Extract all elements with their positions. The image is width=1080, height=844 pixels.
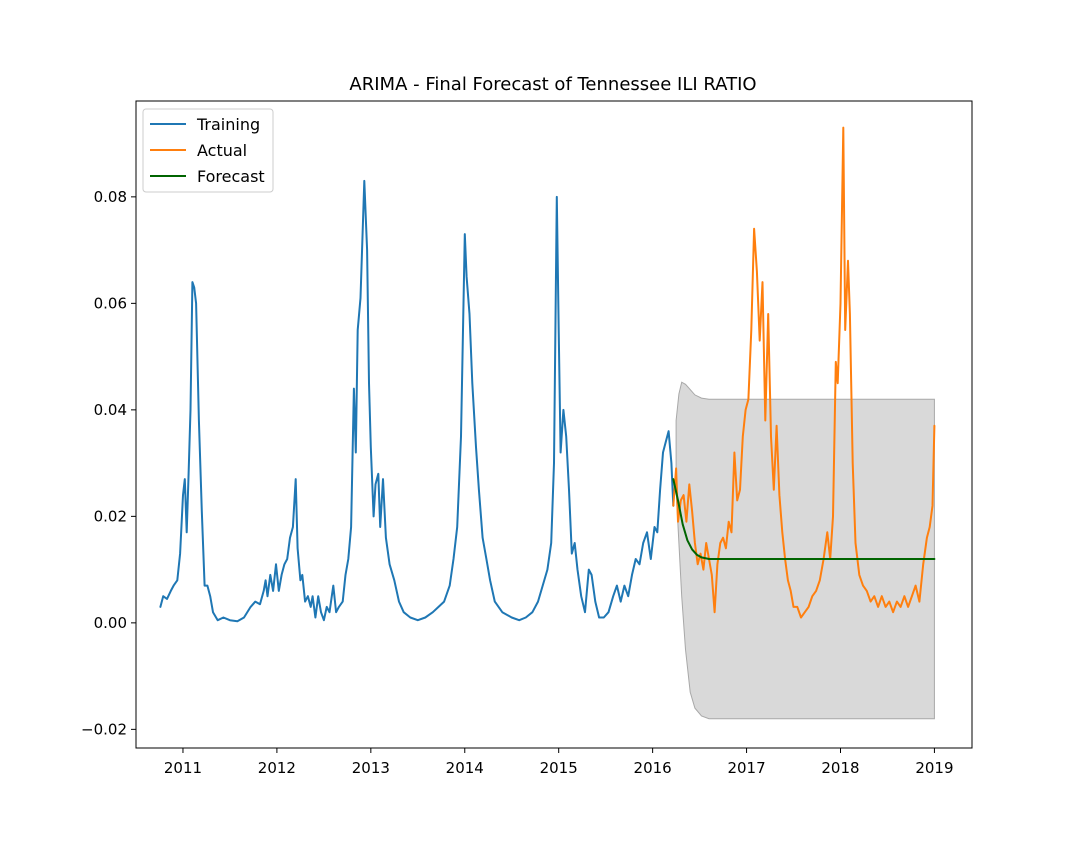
chart-title: ARIMA - Final Forecast of Tennessee ILI …	[349, 74, 756, 95]
y-axis: −0.02 0.00 0.02 0.04 0.06 0.08	[81, 188, 136, 738]
x-tick-label: 2016	[634, 759, 672, 777]
x-tick-label: 2018	[821, 759, 859, 777]
y-tick-label: 0.02	[94, 507, 127, 525]
confidence-band-layer	[675, 381, 935, 720]
y-tick-label: 0.06	[94, 294, 127, 312]
y-tick-label: 0.08	[94, 188, 127, 206]
forecast-line	[672, 478, 936, 560]
x-tick-label: 2012	[258, 759, 296, 777]
x-tick-label: 2011	[164, 759, 202, 777]
legend: Training Actual Forecast	[142, 108, 274, 193]
x-tick-label: 2017	[727, 759, 765, 777]
x-tick-label: 2013	[352, 759, 390, 777]
legend-actual-label: Actual	[197, 141, 247, 160]
y-tick-label: 0.00	[94, 614, 127, 632]
plot-area-frame	[135, 100, 973, 749]
x-tick-label: 2015	[540, 759, 578, 777]
legend-box	[142, 108, 274, 193]
y-tick-label: 0.04	[94, 401, 127, 419]
legend-training-label: Training	[196, 115, 260, 134]
actual-line	[672, 126, 936, 619]
series-layer	[159, 126, 936, 623]
forecast-confidence-band	[675, 381, 935, 720]
x-axis: 2011 2012 2013 2014 2015 2016 2017 2018 2019	[164, 748, 954, 777]
legend-forecast-label: Forecast	[197, 167, 265, 186]
x-tick-label: 2019	[915, 759, 953, 777]
y-tick-label: −0.02	[81, 720, 127, 738]
x-tick-label: 2014	[446, 759, 484, 777]
training-line	[159, 179, 675, 623]
